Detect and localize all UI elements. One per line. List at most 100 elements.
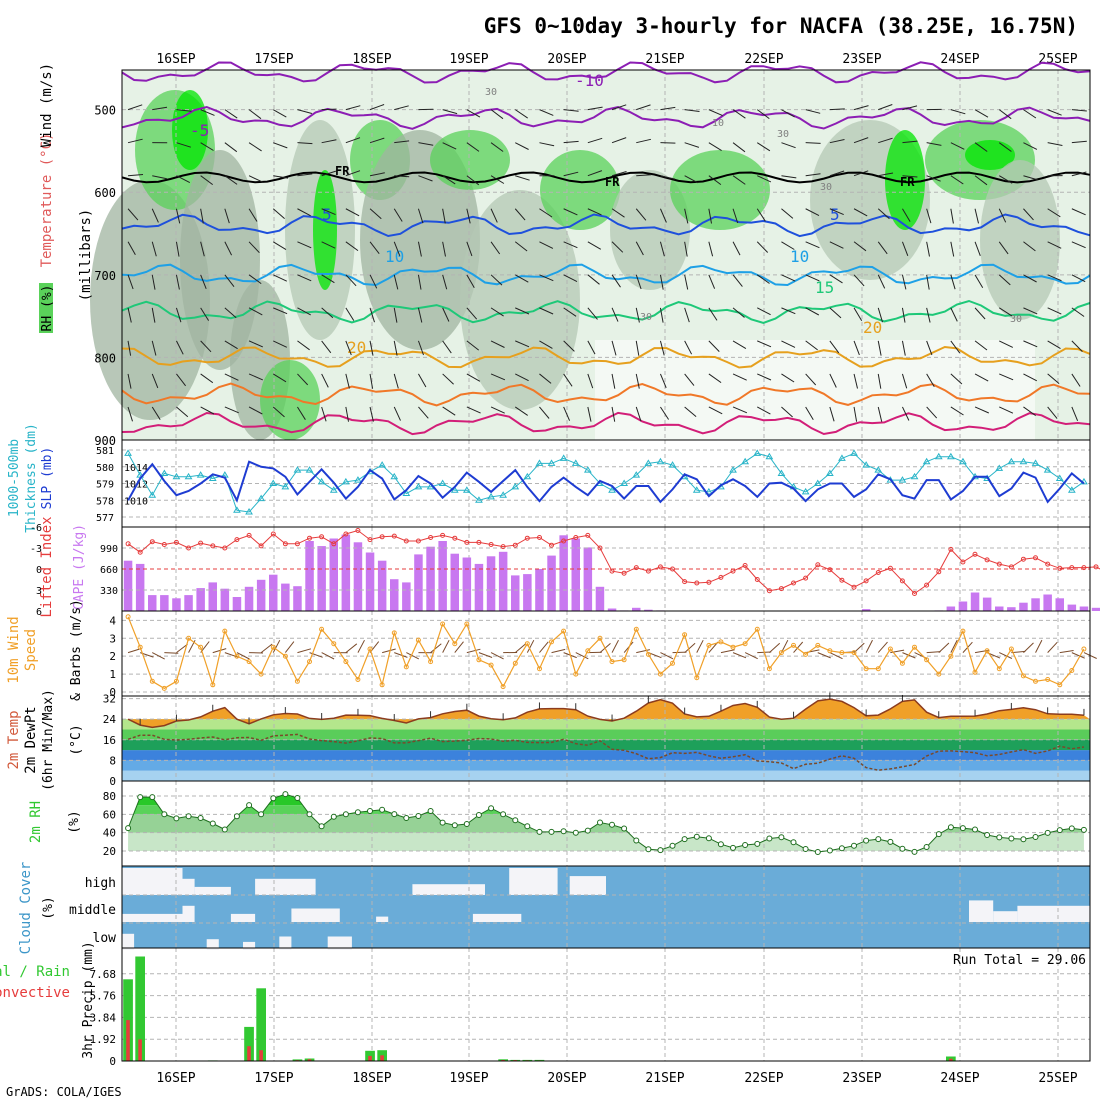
wind-barb [660, 106, 676, 111]
wind-barb [999, 406, 1014, 414]
cape-bar [1067, 604, 1077, 611]
rh-region [430, 130, 510, 190]
wind-barb [272, 241, 287, 251]
wind-barb [684, 307, 690, 323]
thickness-point [850, 449, 858, 456]
wind-barb [1023, 406, 1036, 417]
wind-barb [297, 340, 310, 351]
wind-barb [805, 109, 821, 114]
rh-point [814, 849, 821, 855]
wind-barb [515, 307, 530, 315]
lifted-point [996, 561, 1002, 567]
rh-point [536, 828, 543, 835]
wind-barb-10m [345, 643, 358, 653]
cape-bar [232, 597, 242, 611]
wind-barb [176, 142, 191, 148]
wind-speed-point [125, 614, 131, 620]
wind-barb [974, 109, 989, 118]
wind-barb [417, 307, 423, 323]
wind-barb [200, 307, 210, 321]
lifted-point [1093, 564, 1099, 570]
lifted-point [537, 535, 542, 540]
wind-barb [393, 373, 399, 389]
wind-barb [176, 340, 184, 355]
wind-barb [829, 241, 844, 249]
wind-barb [805, 307, 820, 316]
wind-barb-10m [1011, 650, 1026, 654]
lifted-line [127, 529, 1100, 595]
cape-bar [1079, 606, 1089, 611]
wind-barb [1071, 274, 1086, 283]
date-label-top: 21SEP [645, 52, 684, 67]
lifted-point [863, 578, 869, 584]
wind-barb [417, 241, 422, 257]
rh-point [500, 811, 507, 818]
temp-band [122, 760, 1090, 771]
temp-tick: 24 [103, 713, 117, 726]
wind-speed-point [718, 639, 724, 645]
wind-barb [611, 241, 624, 253]
rh-point [1080, 826, 1087, 833]
cape-bar [511, 575, 520, 611]
wind-barb [635, 241, 644, 256]
wind-barb-10m [660, 652, 674, 660]
precip-convective-bar [307, 1059, 312, 1061]
wind-barb [829, 208, 844, 216]
thickness-point [281, 482, 290, 490]
rh-region [260, 360, 320, 440]
rh-point [645, 846, 652, 853]
rh-region [540, 150, 620, 230]
wind-speed-point [597, 635, 603, 641]
wind-barb-10m [382, 648, 396, 654]
wind-barb-10m [1035, 639, 1043, 653]
rh-point [451, 822, 458, 829]
rh-contour-label: 30 [820, 182, 832, 193]
wind-speed-point [924, 657, 930, 663]
isotherm-label: 5 [322, 205, 332, 224]
cape-bar [377, 560, 387, 611]
date-axis: 16SEP 16SEP 17SEP 17SEP 18SEP 18SEP 19SEP 19SEP… [156, 52, 1077, 1086]
wind-barb [829, 274, 843, 284]
axis-label: (%) [41, 896, 56, 919]
wind-barb [756, 274, 770, 284]
wind-speed-point [331, 641, 337, 647]
thickness-point [1043, 466, 1052, 473]
lifted-point [778, 586, 784, 592]
wind-barb [587, 373, 594, 389]
isotherm-contour [121, 105, 1091, 130]
precip-convective-bar [247, 1046, 251, 1061]
wind-barb [611, 340, 617, 356]
wind-speed-point [839, 650, 845, 656]
precip-tick: 7.68 [90, 968, 117, 981]
thickness-point [1067, 486, 1076, 493]
lifted-point [246, 532, 252, 538]
wind-speed-point [222, 628, 228, 634]
lifted-point [319, 534, 325, 540]
thickness-point [329, 486, 338, 493]
rh-point [415, 813, 422, 819]
thickness-point [462, 486, 471, 493]
lifted-point [561, 538, 567, 544]
rh-point [826, 847, 833, 854]
rh-point [1044, 829, 1051, 836]
wind-barb [926, 208, 932, 224]
wind-speed-point [984, 648, 990, 654]
thickness-point [656, 457, 665, 465]
wind-barb [394, 105, 409, 111]
cape-tick: 330 [100, 586, 118, 597]
wind-barb [418, 175, 433, 182]
wind-barb-10m [539, 641, 549, 653]
wind-barb [490, 142, 504, 152]
lifted-point [343, 531, 349, 537]
wind-barb-10m [938, 642, 950, 653]
wind-barb [732, 109, 746, 119]
pressure-tick: 700 [94, 269, 116, 283]
thickness-point [583, 466, 592, 473]
wind-barb [321, 208, 336, 216]
rh-point [935, 831, 942, 838]
wind-barb [757, 340, 772, 348]
wind-speed-point [960, 628, 966, 634]
wind-barb [345, 274, 357, 287]
wind-speed-point [524, 641, 530, 647]
thickness-point [898, 476, 907, 483]
